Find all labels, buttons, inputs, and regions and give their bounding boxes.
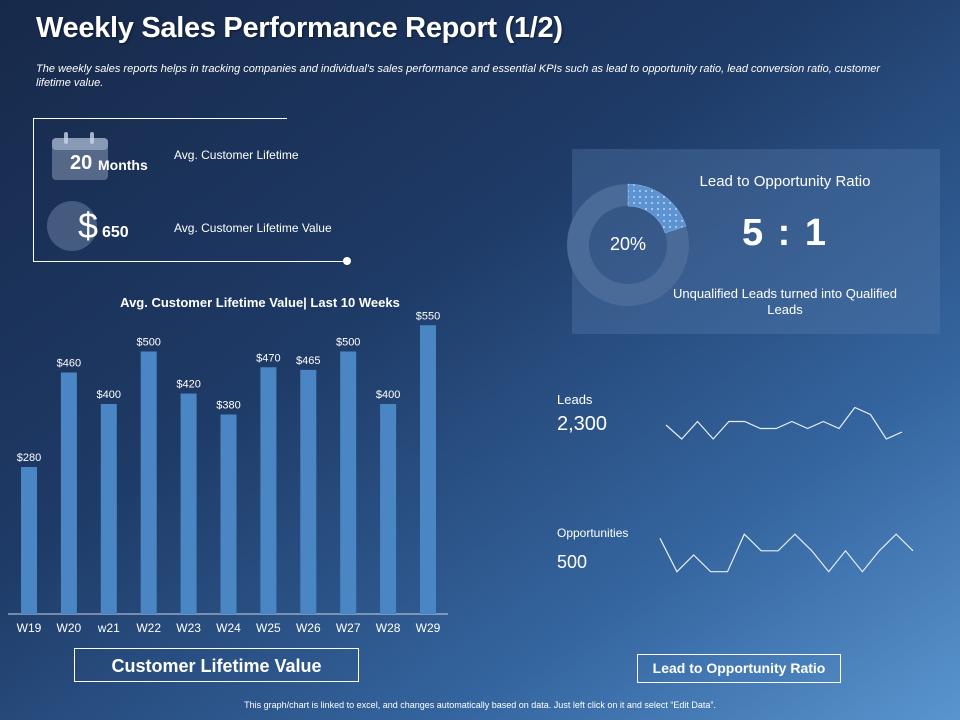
kpi-box-top-border <box>33 118 287 119</box>
x-tick-label: W28 <box>376 621 401 635</box>
lifetime-months-unit: Months <box>98 157 148 173</box>
bar-label: $460 <box>57 358 81 370</box>
bar-W24 <box>220 414 237 614</box>
page-title: Weekly Sales Performance Report (1/2) <box>36 12 563 44</box>
x-tick-label: W23 <box>176 621 201 635</box>
dollar-icon <box>47 201 97 251</box>
calendar-icon <box>52 132 108 180</box>
bar-label: $280 <box>17 452 41 464</box>
x-tick-label: w21 <box>97 621 120 635</box>
opportunities-label: Opportunities <box>557 526 629 540</box>
bar-chart: $280 W19 $460 W20 $400 w21 $500 W22 $420 W23 $380 W… <box>8 310 448 635</box>
clv-value: 650 <box>102 224 129 241</box>
bar-W19 <box>21 467 37 614</box>
kpi-box <box>33 118 351 265</box>
bar-W26 <box>300 369 317 614</box>
opportunities-sparkline <box>659 533 914 573</box>
donut-chart <box>567 183 689 306</box>
bar-label: $470 <box>256 352 280 364</box>
bar-W22 <box>140 351 157 614</box>
bar-W20 <box>60 372 77 614</box>
bar-label: $465 <box>296 355 320 367</box>
ratio-title: Lead to Opportunity Ratio <box>699 173 871 190</box>
leads-sparkline <box>665 406 903 440</box>
ratio-description: Unqualified Leads turned into Qualified … <box>672 286 898 317</box>
bar-label: $400 <box>376 389 400 401</box>
bar-label: $500 <box>136 337 160 349</box>
customer-lifetime-value-button[interactable]: Customer Lifetime Value <box>74 648 359 682</box>
x-tick-label: W22 <box>136 621 161 635</box>
lifetime-label: Avg. Customer Lifetime <box>174 148 299 162</box>
kpi-box-left-border <box>33 118 34 261</box>
page-subtitle: The weekly sales reports helps in tracki… <box>36 63 881 89</box>
lifetime-months-value: 20 <box>70 152 93 174</box>
bar-W27 <box>340 351 357 614</box>
leads-label: Leads <box>557 392 593 407</box>
chart-title: Avg. Customer Lifetime Value| Last 10 We… <box>120 295 400 310</box>
bar-label: $420 <box>176 379 200 391</box>
bar-label: $400 <box>97 389 121 401</box>
bar-label: $380 <box>216 400 240 412</box>
bar-W23 <box>180 393 197 614</box>
bar-w21 <box>100 404 117 614</box>
lead-to-opportunity-ratio-button[interactable]: Lead to Opportunity Ratio <box>637 654 841 683</box>
x-tick-label: W26 <box>296 621 321 635</box>
leads-value: 2,300 <box>557 413 608 435</box>
bar-W28 <box>380 404 397 614</box>
kpi-box-end-dot <box>343 257 351 265</box>
x-tick-label: W20 <box>57 621 82 635</box>
donut-segment <box>627 183 687 234</box>
bar-W25 <box>260 367 277 614</box>
x-tick-label: W29 <box>416 621 441 635</box>
ratio-value: 5 : 1 <box>741 212 829 254</box>
x-tick-label: W25 <box>256 621 281 635</box>
donut-percent-label: 20% <box>609 234 647 254</box>
dollar-sign: $ <box>78 205 99 246</box>
bar-label: $550 <box>416 310 440 322</box>
clv-label: Avg. Customer Lifetime Value <box>174 221 332 235</box>
bar-label: $500 <box>336 337 360 349</box>
footnote: This graph/chart is linked to excel, and… <box>244 700 716 710</box>
kpi-box-bottom-border <box>33 261 347 262</box>
x-tick-label: W27 <box>336 621 361 635</box>
x-tick-label: W24 <box>216 621 241 635</box>
x-tick-label: W19 <box>17 621 42 635</box>
bar-W29 <box>420 325 436 614</box>
opportunities-value: 500 <box>557 552 588 572</box>
